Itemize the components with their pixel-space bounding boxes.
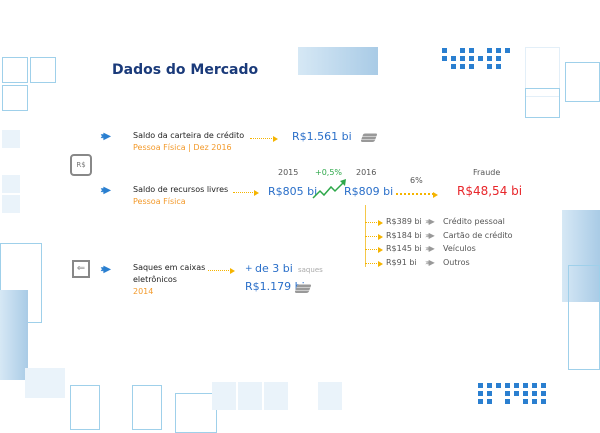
growth-label: +0,5% (315, 168, 343, 177)
page-title: Dados do Mercado (112, 62, 259, 78)
free-sub: Pessoa Física (133, 197, 186, 206)
decor-square (238, 382, 262, 410)
atm-count: de 3 bi (255, 262, 293, 275)
decor-square (2, 130, 20, 148)
decor-square (212, 382, 236, 410)
decor-dots (442, 48, 511, 69)
growth-trend-icon (312, 179, 346, 199)
decor-square (30, 57, 56, 83)
dotted-arrow-icon (208, 267, 235, 274)
decor-square (2, 57, 28, 83)
currency-coins-icon: R$ (70, 154, 92, 176)
decor-square (525, 47, 560, 97)
chevrons-icon: ›››▶ (100, 131, 111, 142)
atm-label-line1: Saques em caixas (133, 263, 206, 272)
credit-label: Saldo da carteira de crédito (133, 131, 245, 140)
decor-square (132, 385, 162, 430)
credit-value: R$1.561 bi (292, 130, 352, 143)
decor-square (525, 88, 560, 118)
decor-square (70, 385, 100, 430)
money-stack-icon (360, 133, 378, 142)
free-label: Saldo de recursos livres (133, 185, 229, 194)
value-2015: R$805 bi (268, 185, 318, 198)
atm-count-unit: saques (298, 266, 323, 274)
atm-value: R$1.179 bi (245, 280, 305, 293)
value-2016: R$809 bi (344, 185, 394, 198)
decor-square (318, 382, 342, 410)
fraud-label: Fraude (473, 168, 501, 177)
year-2015: 2015 (278, 168, 299, 177)
decor-square (2, 195, 20, 213)
decor-square (0, 290, 28, 380)
fraud-pct: 6% (410, 176, 423, 185)
atm-sub: 2014 (133, 287, 154, 296)
decor-square (25, 368, 65, 398)
dotted-arrow-icon (396, 191, 438, 198)
fraud-value: R$48,54 bi (457, 184, 523, 198)
decor-square (175, 393, 217, 433)
count-prefix: + (245, 264, 253, 274)
chevrons-icon: ›››▶ (100, 264, 111, 275)
credit-sub: Pessoa Física | Dez 2016 (133, 143, 232, 152)
chevrons-icon: ›››▶ (100, 185, 111, 196)
decor-square (2, 175, 20, 193)
money-stack-icon (294, 284, 312, 293)
atm-label-line2: eletrônicos (133, 275, 177, 284)
year-2016: 2016 (356, 168, 377, 177)
decor-square (264, 382, 288, 410)
decor-square (298, 47, 378, 75)
decor-square (2, 85, 28, 111)
decor-dots (478, 383, 547, 404)
dotted-arrow-icon (250, 135, 278, 142)
dotted-arrow-icon (233, 189, 259, 196)
decor-square (568, 265, 600, 370)
atm-withdraw-icon: ⇐ (72, 260, 90, 278)
decor-square (565, 62, 600, 102)
